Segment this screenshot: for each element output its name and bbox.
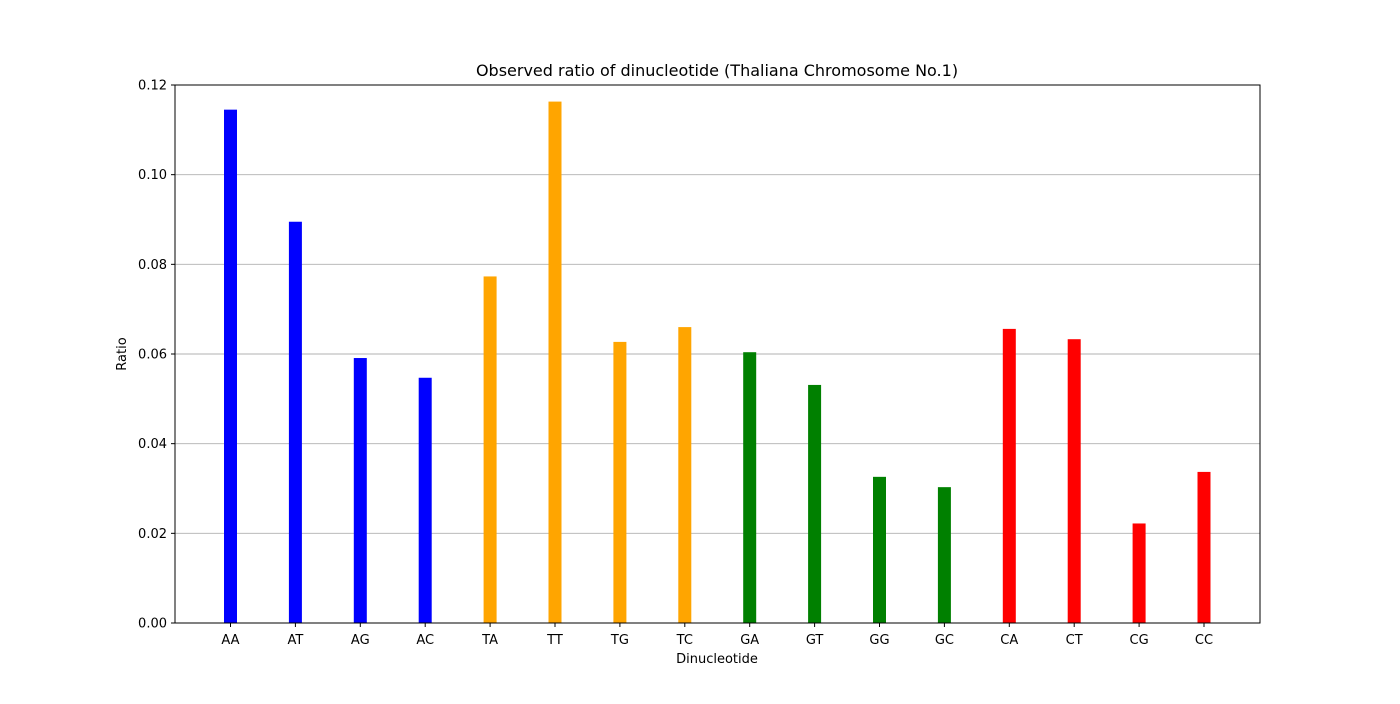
y-tick-label: 0.00 — [138, 617, 167, 632]
x-tick-label: AG — [351, 633, 370, 648]
x-tick-label: TG — [610, 633, 629, 648]
bar-aa — [224, 109, 237, 624]
x-tick-label: TC — [676, 633, 693, 648]
x-tick-label: AT — [287, 633, 303, 648]
y-tick-label: 0.02 — [138, 527, 167, 542]
bar-gg — [873, 476, 886, 623]
bar-gt — [808, 384, 822, 623]
bar-ag — [353, 358, 367, 623]
chart-title: Observed ratio of dinucleotide (Thaliana… — [476, 61, 958, 80]
x-tick-label: CC — [1195, 633, 1213, 648]
x-tick-label: CA — [1000, 633, 1018, 648]
x-tick-label: AC — [416, 633, 434, 648]
x-tick-label: TA — [481, 633, 498, 648]
bar-ga — [743, 352, 757, 623]
x-tick-label: GA — [740, 633, 759, 648]
x-tick-label: GG — [869, 633, 889, 648]
x-axis-label: Dinucleotide — [676, 652, 758, 667]
x-tick-label: GT — [806, 633, 824, 648]
bar-tg — [613, 341, 627, 623]
bar-ac — [418, 377, 432, 623]
bars — [224, 101, 1211, 624]
bar-gc — [937, 487, 951, 623]
y-tick-label: 0.04 — [138, 437, 167, 452]
x-tick-label: AA — [221, 633, 239, 648]
bar-cg — [1132, 523, 1146, 623]
bar-ta — [483, 276, 497, 623]
y-axis-label: Ratio — [115, 337, 130, 370]
y-axis-ticks: 0.00 0.02 0.04 0.06 0.08 0.10 0.12 — [138, 79, 175, 632]
grid-lines — [175, 84, 1260, 624]
y-tick-label: 0.06 — [138, 348, 167, 363]
y-tick-label: 0.10 — [138, 168, 167, 183]
x-tick-label: CT — [1066, 633, 1083, 648]
x-tick-label: GC — [935, 633, 954, 648]
bar-ca — [1002, 328, 1016, 623]
bar-tt — [548, 101, 562, 624]
x-axis-ticks: AA AT AG AC TA TT TG TC GA GT GG GC CA CT CG CC — [221, 623, 1213, 648]
y-tick-label: 0.08 — [138, 258, 167, 273]
bar-ct — [1067, 339, 1081, 623]
bar-tc — [678, 327, 692, 623]
bar-at — [288, 221, 302, 623]
x-tick-label: TT — [546, 633, 563, 648]
bar-cc — [1197, 471, 1211, 623]
x-tick-label: CG — [1130, 633, 1149, 648]
y-tick-label: 0.12 — [138, 79, 167, 94]
